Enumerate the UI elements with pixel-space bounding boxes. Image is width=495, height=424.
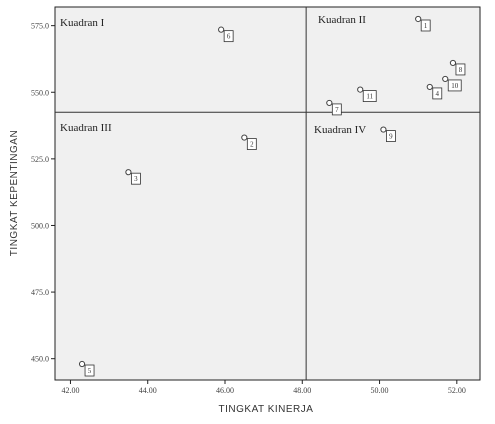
point-label: 3 [134,175,138,183]
point-label-box [432,87,443,100]
point-label: 5 [88,367,92,375]
data-point: 2 [241,134,257,150]
point-label: 6 [227,33,231,41]
y-tick-label: 525.0 [31,155,49,164]
data-point: 1 [415,15,431,32]
point-label-box [362,90,377,102]
quadrant-label-4: Kuadran IV [314,124,366,136]
point-label: 11 [366,93,373,101]
point-marker [449,59,457,67]
point-marker [125,169,132,176]
point-marker [380,126,387,133]
y-tick-label: 550.0 [31,88,49,97]
point-marker [78,360,86,368]
point-label-box [223,30,234,43]
x-tick-label: 52.00 [448,386,466,395]
x-tick-label: 44.00 [139,386,157,395]
point-marker [415,15,422,23]
y-tick-label: 450.0 [31,355,49,364]
point-label-box [331,103,342,116]
data-point: 3 [125,169,141,185]
data-point: 5 [78,360,95,377]
x-tick-label: 48.00 [293,386,311,395]
data-point: 4 [426,83,443,100]
x-tick-label: 50.00 [371,386,389,395]
x-tick-label: 46.00 [216,386,234,395]
point-label: 7 [335,106,339,114]
point-marker [357,86,364,93]
point-label-box [447,79,462,92]
data-point: 8 [449,59,466,76]
quadrant-label-2: Kuadran II [318,14,366,26]
data-point: 9 [380,126,396,142]
point-label-box [246,138,257,150]
point-label-box [131,172,141,185]
point-label: 1 [424,22,428,30]
quadrant-label-1: Kuadran I [60,17,105,29]
x-axis-ticks: 42.00 44.00 46.00 48.00 50.00 52.00 [61,380,466,395]
point-label: 2 [250,141,254,149]
quadrant-label-3: Kuadran III [60,122,112,134]
x-tick-label: 42.00 [61,386,79,395]
point-label: 10 [451,82,459,90]
point-label-box [84,364,95,377]
point-marker [426,83,433,91]
point-marker [218,26,225,33]
data-point: 11 [357,86,377,102]
y-tick-label: 475.0 [31,288,49,297]
point-label: 8 [459,66,463,74]
point-marker [326,99,333,107]
y-tick-label: 500.0 [31,221,49,230]
y-axis-ticks: 450.0 475.0 500.0 525.0 550.0 575.0 [31,22,55,364]
point-marker [442,75,449,83]
x-axis-title: TINGKAT KINERJA [219,404,314,415]
y-axis-title: TINGKAT KEPENTINGAN [9,130,20,256]
point-label: 9 [389,133,393,141]
y-tick-label: 575.0 [31,22,49,31]
data-point: 6 [218,26,234,43]
quadrant-dividers [55,7,480,380]
data-point: 7 [326,99,342,116]
point-label: 4 [436,90,440,98]
point-marker [241,134,248,141]
plot-area [54,6,481,381]
data-point: 10 [442,75,462,92]
point-label-box [386,130,396,142]
point-label-box [420,19,431,32]
data-points: 1 2 3 4 5 6 7 8 9 10 11 [78,15,466,377]
point-label-box [455,63,466,76]
